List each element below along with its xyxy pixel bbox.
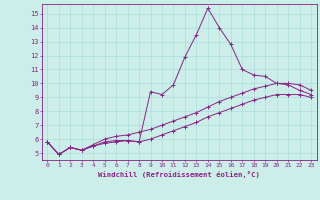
X-axis label: Windchill (Refroidissement éolien,°C): Windchill (Refroidissement éolien,°C) (98, 171, 260, 178)
